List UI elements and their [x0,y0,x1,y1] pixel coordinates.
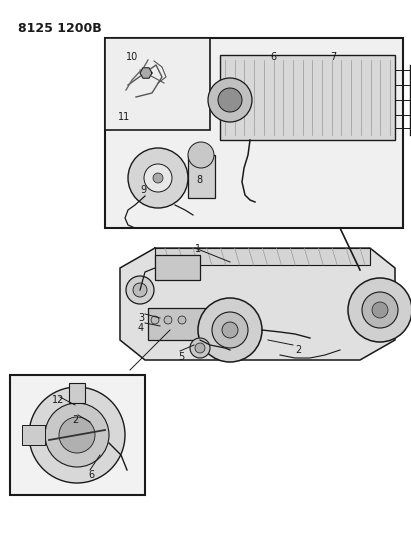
Text: 10: 10 [126,52,138,62]
Circle shape [212,312,248,348]
Text: 8125 1200B: 8125 1200B [18,22,102,35]
Text: 2: 2 [72,415,78,425]
Circle shape [178,316,186,324]
Circle shape [348,278,411,342]
Circle shape [188,142,214,168]
Circle shape [151,316,159,324]
Text: 2: 2 [295,345,301,355]
Text: 8: 8 [196,175,202,185]
Text: 1: 1 [195,244,201,254]
Polygon shape [140,68,152,78]
Circle shape [126,276,154,304]
Circle shape [144,164,172,192]
Circle shape [164,316,172,324]
Bar [10,375,145,495]
Circle shape [222,322,238,338]
Circle shape [133,283,147,297]
Text: 11: 11 [118,112,130,122]
Circle shape [198,298,262,362]
Text: 4: 4 [138,323,144,333]
Circle shape [190,338,210,358]
Bar [220,55,395,140]
Text: 6: 6 [88,470,94,480]
Circle shape [45,403,109,467]
Bar [22,425,45,445]
Bar [105,38,210,130]
Circle shape [59,417,95,453]
Circle shape [218,88,242,112]
Circle shape [29,387,125,483]
Polygon shape [120,248,395,360]
Bar [148,308,210,340]
Text: 3: 3 [138,313,144,323]
Text: 6: 6 [270,52,276,62]
Bar [188,155,215,198]
Text: 9: 9 [140,185,146,195]
Bar [105,38,403,228]
Circle shape [372,302,388,318]
Polygon shape [155,248,370,265]
Text: 7: 7 [330,52,336,62]
Text: 5: 5 [178,352,184,362]
Bar [69,383,85,403]
Circle shape [208,78,252,122]
Bar [155,255,200,280]
Circle shape [153,173,163,183]
Circle shape [195,343,205,353]
Text: 12: 12 [52,395,65,405]
Circle shape [362,292,398,328]
Circle shape [128,148,188,208]
